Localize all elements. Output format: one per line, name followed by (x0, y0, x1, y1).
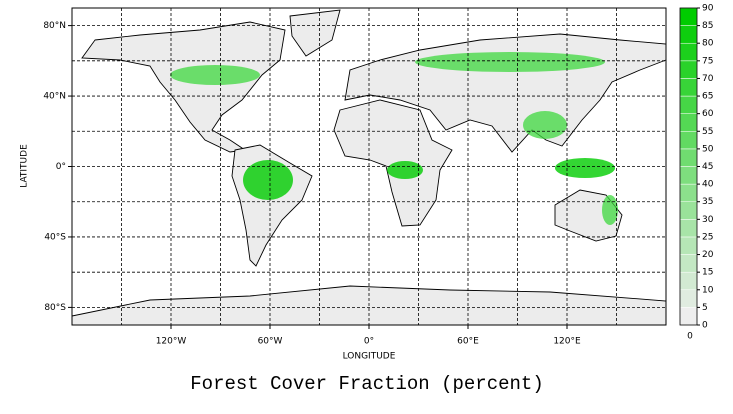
colorbar-band (679, 78, 698, 97)
colorbar-band (679, 307, 698, 326)
colorbar-band (679, 95, 698, 114)
colorbar-band (679, 183, 698, 202)
boreal-forest-na (170, 65, 260, 85)
colorbar-band (679, 7, 698, 26)
y-tick-label: 40°N (43, 92, 66, 102)
x-tick-label: 120°W (156, 337, 187, 347)
y-axis-label: LATITUDE (20, 144, 30, 188)
colorbar-band (679, 201, 698, 220)
colorbar-tick-label: 70 (702, 74, 714, 84)
colorbar-tick-label: 80 (702, 39, 714, 49)
colorbar-band (679, 166, 698, 185)
colorbar-band (679, 113, 698, 132)
y-tick-label: 80°S (44, 303, 66, 313)
colorbar-band (679, 254, 698, 273)
colorbar-tick-label: 55 (702, 127, 713, 137)
colorbar-tick-label: 30 (702, 215, 714, 225)
colorbar-band (679, 236, 698, 255)
x-tick-label: 60°W (258, 337, 283, 347)
colorbar-band (679, 289, 698, 308)
colorbar-band (679, 60, 698, 79)
amazon-forest (243, 160, 293, 200)
colorbar-tick-label: 90 (702, 4, 714, 14)
colorbar-band (679, 271, 698, 291)
grid (72, 8, 666, 325)
congo-forest (387, 161, 423, 179)
north-america (81, 21, 286, 153)
indonesia-forest (555, 158, 615, 178)
colorbar-tick-label: 15 (702, 268, 713, 278)
colorbar-band (679, 219, 698, 238)
colorbar-tick-label: 50 (702, 144, 714, 154)
east-asia-forest (523, 111, 567, 139)
colorbar-tick-label: 25 (702, 232, 713, 242)
colorbar-tick-label: 45 (702, 162, 713, 172)
colorbar-tick-label: 85 (702, 21, 713, 31)
x-tick-label: 0° (364, 337, 374, 347)
colorbar-tick-label: 20 (702, 250, 714, 260)
colorbar-tick-label: 75 (702, 56, 713, 66)
colorbar-band (679, 131, 698, 150)
colorbar-band (679, 42, 698, 62)
colorbar-tick-label: 5 (702, 303, 708, 313)
x-tick-label: 120°E (553, 337, 581, 347)
y-tick-label: 40°S (44, 232, 66, 242)
colorbar-min-label: 0 (687, 332, 693, 342)
y-tick-label: 80°N (43, 21, 66, 31)
colorbar-tick-label: 40 (702, 180, 714, 190)
greenland (289, 9, 341, 57)
colorbar-band (679, 148, 698, 167)
colorbar-tick-label: 60 (702, 109, 714, 119)
y-tick-label: 0° (56, 162, 66, 172)
map-title: Forest Cover Fraction (percent) (190, 373, 543, 395)
boreal-forest-eurasia (415, 52, 605, 72)
colorbar-band (679, 25, 698, 44)
australia-forest (602, 195, 618, 225)
colorbar-tick-label: 35 (702, 197, 713, 207)
x-tick-label: 60°E (457, 337, 479, 347)
colorbar-tick-label: 65 (702, 92, 713, 102)
colorbar-tick-label: 0 (702, 321, 708, 331)
x-axis-label: LONGITUDE (343, 352, 396, 362)
colorbar-tick-label: 10 (702, 285, 714, 295)
